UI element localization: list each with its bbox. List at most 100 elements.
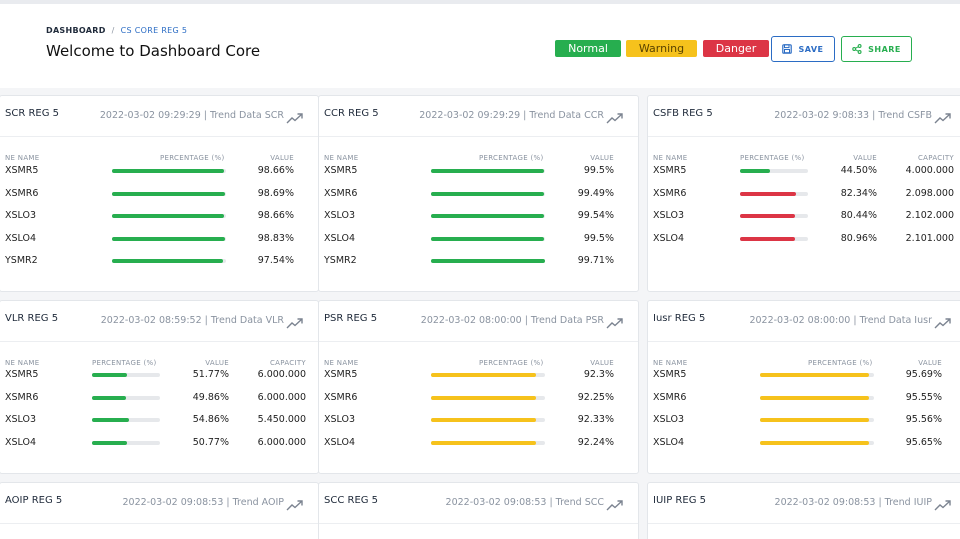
trend-up-icon[interactable] bbox=[606, 109, 624, 128]
trend-up-icon[interactable] bbox=[286, 496, 304, 515]
percentage-bar-fill bbox=[431, 169, 545, 173]
percentage-bar-fill bbox=[760, 395, 869, 400]
trend-up-icon[interactable] bbox=[934, 109, 952, 128]
table-row[interactable]: XSMR5 98.66% bbox=[0, 163, 318, 179]
percentage-value: 54.86% bbox=[192, 414, 229, 425]
trend-up-icon[interactable] bbox=[606, 314, 624, 333]
percentage-bar bbox=[92, 440, 160, 445]
table-row[interactable]: XSMR5 51.77% 6.000.000 bbox=[0, 367, 318, 383]
trend-up-icon[interactable] bbox=[606, 496, 624, 515]
column-header-ne-name: NE NAME bbox=[324, 359, 359, 367]
percentage-bar-fill bbox=[92, 395, 126, 400]
table-row[interactable]: XSMR5 95.69% bbox=[648, 367, 960, 383]
card-timestamp: 2022-03-02 9:08:33 | Trend CSFB bbox=[774, 110, 932, 121]
table-row[interactable]: XSLO4 80.96% 2.101.000 bbox=[648, 231, 960, 247]
capacity-value: 2.101.000 bbox=[905, 232, 954, 244]
percentage-bar bbox=[431, 418, 545, 422]
card-iuip-reg-5: IUIP REG 5 2022-03-02 09:08:53 | Trend IU… bbox=[647, 482, 960, 539]
column-header-capacity: CAPACITY bbox=[269, 359, 306, 367]
ne-name: YSMR2 bbox=[5, 255, 38, 266]
card-title: PSR REG 5 bbox=[324, 313, 378, 324]
table-row[interactable]: XSMR5 99.5% bbox=[319, 163, 638, 179]
column-header-percentage: PERCENTAGE (%) bbox=[808, 359, 873, 367]
column-header-ne-name: NE NAME bbox=[5, 359, 40, 367]
table-row[interactable]: XSMR5 92.3% bbox=[319, 367, 638, 383]
percentage-bar-fill bbox=[760, 440, 870, 445]
card-timestamp: 2022-03-02 09:08:53 | Trend SCC bbox=[445, 497, 604, 508]
table-row[interactable]: XSMR5 44.50% 4.000.000 bbox=[648, 163, 960, 179]
table-row[interactable]: YSMR2 97.54% bbox=[0, 253, 318, 269]
table-row[interactable]: XSLO3 54.86% 5.450.000 bbox=[0, 412, 318, 428]
card-vlr-reg-5: VLR REG 5 2022-03-02 08:59:52 | Trend Dat… bbox=[0, 300, 319, 474]
table-row[interactable]: XSLO4 92.24% bbox=[319, 435, 638, 451]
card-header: SCR REG 5 2022-03-02 09:29:29 | Trend Dat… bbox=[0, 96, 318, 137]
table-row[interactable]: XSMR6 49.86% 6.000.000 bbox=[0, 390, 318, 406]
card-timestamp: 2022-03-02 09:08:53 | Trend AOIP bbox=[122, 497, 285, 508]
card-header: Iusr REG 5 2022-03-02 08:00:00 | Trend Da… bbox=[648, 301, 960, 342]
trend-up-icon[interactable] bbox=[934, 314, 952, 333]
percentage-bar bbox=[431, 191, 545, 196]
percentage-bar bbox=[431, 236, 545, 241]
ne-name: XSMR6 bbox=[653, 391, 687, 403]
table-row[interactable]: XSLO3 98.66% bbox=[0, 208, 318, 224]
column-header-ne-name: NE NAME bbox=[5, 154, 40, 162]
share-icon bbox=[852, 44, 862, 54]
capacity-value: 2.102.000 bbox=[905, 210, 954, 221]
ne-name: XSLO4 bbox=[5, 232, 37, 244]
table-row[interactable]: XSLO4 99.5% bbox=[319, 231, 638, 247]
table-row[interactable]: XSMR6 92.25% bbox=[319, 390, 638, 406]
card-timestamp: 2022-03-02 08:00:00 | Trend Data PSR bbox=[420, 315, 604, 326]
percentage-bar bbox=[92, 395, 160, 400]
table-row[interactable]: XSLO3 95.56% bbox=[648, 412, 960, 428]
percentage-value: 82.34% bbox=[840, 187, 877, 199]
page-header: DASHBOARD / CS CORE REG 5 Welcome to Dashb… bbox=[0, 4, 960, 88]
percentage-bar-fill bbox=[431, 214, 545, 218]
ne-name: XSLO3 bbox=[324, 210, 356, 221]
trend-up-icon[interactable] bbox=[934, 496, 952, 515]
legend-danger-badge: Danger bbox=[703, 40, 769, 57]
table-row[interactable]: XSMR6 95.55% bbox=[648, 390, 960, 406]
percentage-value: 99.49% bbox=[577, 187, 614, 199]
card-scc-reg-5: SCC REG 5 2022-03-02 09:08:53 | Trend SCC bbox=[318, 482, 639, 539]
breadcrumb-current[interactable]: CS CORE REG 5 bbox=[120, 26, 188, 35]
save-button[interactable]: SAVE bbox=[771, 36, 835, 62]
table-row[interactable]: XSMR6 99.49% bbox=[319, 186, 638, 202]
table-row[interactable]: YSMR2 99.71% bbox=[319, 253, 638, 269]
card-timestamp: 2022-03-02 08:59:52 | Trend Data VLR bbox=[100, 315, 284, 326]
percentage-bar-fill bbox=[760, 418, 869, 422]
percentage-value: 99.54% bbox=[577, 210, 614, 221]
percentage-bar-fill bbox=[431, 440, 537, 445]
column-header-percentage: PERCENTAGE (%) bbox=[479, 359, 544, 367]
card-title: CSFB REG 5 bbox=[653, 108, 713, 119]
table-row[interactable]: XSLO4 50.77% 6.000.000 bbox=[0, 435, 318, 451]
percentage-value: 99.5% bbox=[583, 165, 614, 176]
share-button[interactable]: SHARE bbox=[841, 36, 912, 62]
percentage-bar-fill bbox=[760, 373, 870, 377]
percentage-bar-fill bbox=[112, 191, 225, 196]
card-aoip-reg-5: AOIP REG 5 2022-03-02 09:08:53 | Trend AO… bbox=[0, 482, 319, 539]
table-row[interactable]: XSMR6 98.69% bbox=[0, 186, 318, 202]
card-ccr-reg-5: CCR REG 5 2022-03-02 09:29:29 | Trend Dat… bbox=[318, 95, 639, 292]
percentage-value: 80.96% bbox=[840, 232, 877, 244]
percentage-value: 98.66% bbox=[257, 210, 294, 221]
table-row[interactable]: XSMR6 82.34% 2.098.000 bbox=[648, 186, 960, 202]
ne-name: XSLO4 bbox=[653, 232, 685, 244]
breadcrumb-dashboard[interactable]: DASHBOARD bbox=[46, 26, 106, 35]
percentage-bar bbox=[431, 259, 545, 263]
table-row[interactable]: XSLO3 99.54% bbox=[319, 208, 638, 224]
trend-up-icon[interactable] bbox=[286, 109, 304, 128]
card-header: IUIP REG 5 2022-03-02 09:08:53 | Trend IU… bbox=[648, 483, 960, 524]
table-row[interactable]: XSLO4 95.65% bbox=[648, 435, 960, 451]
percentage-value: 92.24% bbox=[577, 436, 614, 448]
ne-name: XSMR5 bbox=[5, 165, 39, 176]
percentage-value: 95.65% bbox=[905, 436, 942, 448]
percentage-value: 50.77% bbox=[192, 436, 229, 448]
ne-name: XSLO4 bbox=[324, 232, 356, 244]
ne-name: XSMR6 bbox=[5, 391, 39, 403]
table-row[interactable]: XSLO3 80.44% 2.102.000 bbox=[648, 208, 960, 224]
trend-up-icon[interactable] bbox=[286, 314, 304, 333]
table-row[interactable]: XSLO3 92.33% bbox=[319, 412, 638, 428]
percentage-value: 49.86% bbox=[192, 391, 229, 403]
ne-name: XSMR5 bbox=[324, 369, 358, 380]
table-row[interactable]: XSLO4 98.83% bbox=[0, 231, 318, 247]
